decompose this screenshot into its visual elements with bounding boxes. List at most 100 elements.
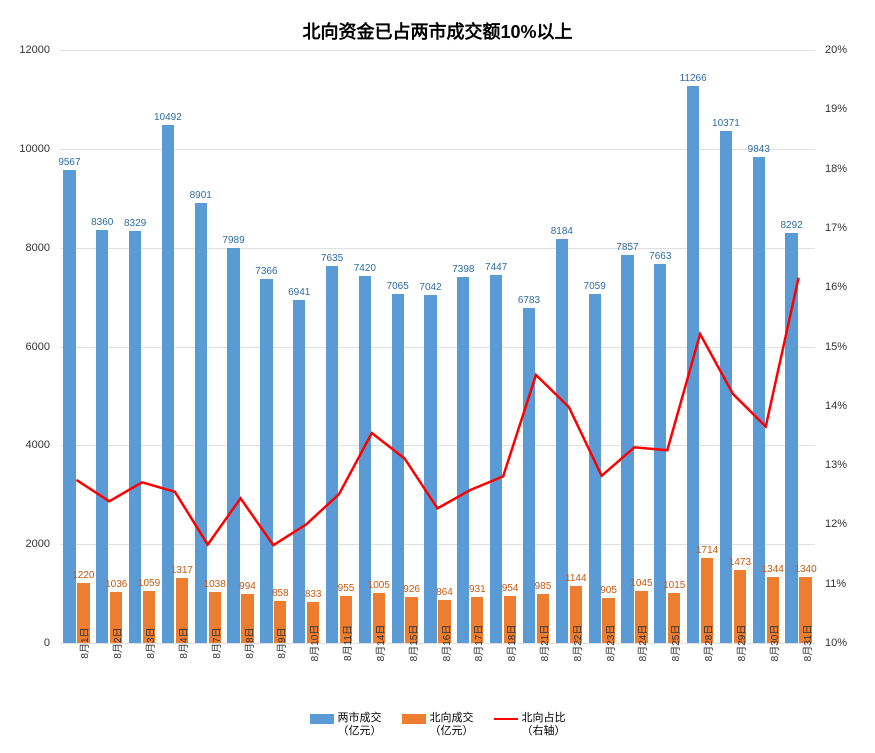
x-tick: 8月3日 (142, 627, 157, 658)
bar-label: 994 (239, 581, 256, 592)
bar-label: 1005 (368, 580, 390, 591)
y-tick-right: 19% (825, 103, 847, 115)
bar-label: 7420 (354, 263, 376, 274)
legend-item: 北向成交（亿元） (402, 712, 474, 738)
bar-label: 864 (436, 587, 453, 598)
legend-swatch (402, 714, 426, 724)
bar-label: 905 (600, 585, 617, 596)
y-tick-right: 16% (825, 281, 847, 293)
legend: 两市成交（亿元） 北向成交（亿元） 北向占比（右轴） (10, 712, 865, 738)
bar-label: 7042 (419, 282, 441, 293)
bar-label: 931 (469, 584, 486, 595)
bar-label: 8901 (190, 190, 212, 201)
x-tick: 8月28日 (700, 625, 715, 662)
legend-item: 北向占比（右轴） (494, 712, 566, 738)
x-tick: 8月25日 (667, 625, 682, 662)
plot-area: 9567836083291049289017989736669417635742… (60, 50, 815, 643)
bar-label: 7663 (649, 251, 671, 262)
x-tick: 8月29日 (733, 625, 748, 662)
y-tick-right: 17% (825, 222, 847, 234)
bar-label: 954 (502, 583, 519, 594)
y-axis-right: 10%11%12%13%14%15%16%17%18%19%20% (820, 50, 865, 643)
x-tick: 8月14日 (372, 625, 387, 662)
bar-label: 6783 (518, 295, 540, 306)
bar-label: 7398 (452, 264, 474, 275)
bar-label: 1045 (630, 578, 652, 589)
bar-label: 7857 (616, 242, 638, 253)
x-tick: 8月1日 (76, 627, 91, 658)
x-tick: 8月4日 (175, 627, 190, 658)
x-tick: 8月18日 (503, 625, 518, 662)
bar-label: 6941 (288, 287, 310, 298)
x-tick: 8月11日 (339, 625, 354, 661)
y-tick-left: 8000 (26, 242, 50, 254)
bar-label: 1036 (105, 579, 127, 590)
labels-layer: 9567836083291049289017989736669417635742… (60, 50, 815, 643)
x-tick: 8月23日 (602, 625, 617, 662)
bar-label: 8360 (91, 217, 113, 228)
bar-label: 7447 (485, 262, 507, 273)
x-tick: 8月31日 (799, 625, 814, 662)
y-tick-left: 12000 (19, 44, 50, 56)
bar-label: 8184 (551, 226, 573, 237)
legend-item: 两市成交（亿元） (310, 712, 382, 738)
bar-label: 1317 (171, 565, 193, 576)
x-tick: 8月10日 (306, 625, 321, 662)
x-axis: 8月1日8月2日8月3日8月4日8月7日8月8日8月9日8月10日8月11日8月… (60, 643, 815, 693)
bar-label: 8292 (780, 220, 802, 231)
x-tick: 8月9日 (273, 627, 288, 658)
y-tick-right: 12% (825, 518, 847, 530)
y-tick-right: 10% (825, 637, 847, 649)
bar-label: 985 (535, 581, 552, 592)
bar-label: 1144 (565, 573, 587, 584)
bar-label: 7059 (584, 281, 606, 292)
x-tick: 8月22日 (569, 625, 584, 662)
x-tick: 8月2日 (109, 627, 124, 658)
bar-label: 11266 (680, 73, 707, 84)
y-tick-left: 4000 (26, 439, 50, 451)
bar-label: 955 (338, 583, 355, 594)
legend-label: 北向成交（亿元） (430, 712, 474, 738)
x-tick: 8月17日 (470, 625, 485, 662)
bar-label: 926 (403, 584, 420, 595)
x-tick: 8月7日 (208, 627, 223, 658)
bar-label: 1714 (696, 545, 718, 556)
legend-swatch (310, 714, 334, 724)
y-tick-left: 6000 (26, 341, 50, 353)
x-tick: 8月15日 (405, 625, 420, 662)
bar-label: 10492 (154, 112, 182, 123)
bar-label: 9567 (58, 157, 80, 168)
bar-label: 8329 (124, 218, 146, 229)
bar-label: 858 (272, 588, 289, 599)
y-tick-right: 11% (825, 578, 846, 590)
x-tick: 8月8日 (241, 627, 256, 658)
bar-label: 1340 (794, 564, 816, 575)
bar-label: 1220 (72, 570, 94, 581)
y-tick-left: 2000 (26, 538, 50, 550)
bar-label: 1015 (663, 580, 685, 591)
y-tick-right: 14% (825, 400, 847, 412)
y-tick-right: 20% (825, 44, 847, 56)
bar-label: 7366 (255, 266, 277, 277)
bar-label: 1038 (204, 579, 226, 590)
x-tick: 8月24日 (634, 625, 649, 662)
bar-label: 1473 (729, 557, 751, 568)
legend-label: 北向占比（右轴） (522, 712, 566, 738)
bar-label: 1059 (138, 578, 160, 589)
bar-label: 7635 (321, 253, 343, 264)
bar-label: 7065 (387, 281, 409, 292)
chart-title: 北向资金已占两市成交额10%以上 (10, 10, 865, 48)
bar-label: 833 (305, 589, 322, 600)
y-tick-left: 10000 (19, 143, 50, 155)
y-tick-right: 13% (825, 459, 847, 471)
bar-label: 1344 (762, 564, 784, 575)
bar-label: 10371 (712, 118, 740, 129)
y-axis-left: 020004000600080001000012000 (10, 50, 55, 643)
x-tick: 8月30日 (766, 625, 781, 662)
x-tick: 8月21日 (536, 625, 551, 662)
x-tick: 8月16日 (438, 625, 453, 662)
y-tick-right: 15% (825, 341, 847, 353)
y-tick-left: 0 (44, 637, 50, 649)
y-tick-right: 18% (825, 163, 847, 175)
legend-label: 两市成交（亿元） (338, 712, 382, 738)
